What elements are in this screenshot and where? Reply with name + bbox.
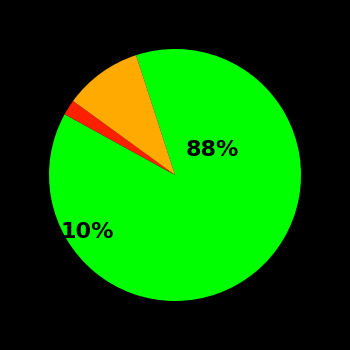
Wedge shape <box>65 101 175 175</box>
Text: 88%: 88% <box>186 140 239 160</box>
Text: 10%: 10% <box>60 222 113 242</box>
Wedge shape <box>73 55 175 175</box>
Wedge shape <box>49 49 301 301</box>
